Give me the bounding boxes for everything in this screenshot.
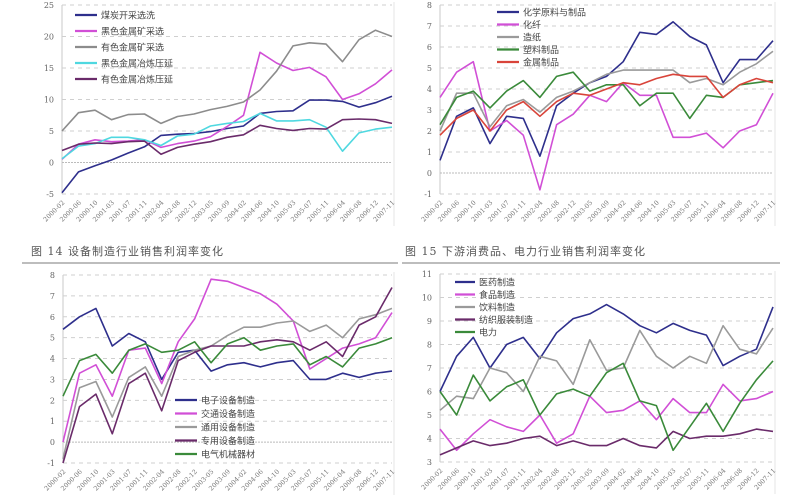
- y-tick-label: 2: [427, 127, 432, 136]
- y-tick-label: 9: [427, 317, 432, 326]
- y-tick-label: 3: [427, 106, 432, 115]
- series-line-1: [439, 60, 774, 191]
- y-tick-label: 8: [50, 271, 55, 280]
- chart-materials-panel: -1 0 1 2 3 4 5 6 7 8 2000-02 2000-06 2000-10 2001-03 2…: [400, 0, 800, 240]
- legend-label: 饮料制造: [479, 302, 515, 314]
- legend-label: 电气机械器材: [201, 449, 255, 461]
- y-tick-label: 5: [427, 411, 432, 420]
- legend-label: 化学原料与制品: [523, 7, 586, 19]
- legend-label: 医药制造: [479, 277, 515, 289]
- chart-mining-panel: -5 0 5 10 15 20 25 2000-02 2000-06 2000-10 2001-03…: [0, 0, 400, 240]
- legend-label: 交通设备制造: [201, 408, 255, 420]
- legend-label: 造纸: [523, 32, 541, 44]
- y-tick-label: 3: [427, 458, 432, 467]
- series-line-1: [439, 383, 774, 452]
- series-line-0: [62, 307, 393, 381]
- series-line-2: [439, 324, 774, 411]
- figure-14-caption: 图 14 设备制造行业销售利润率变化: [31, 245, 224, 258]
- y-tick-label: 3: [50, 375, 55, 384]
- chart-equipment: -10123456782000-022000-062000-102001-032…: [43, 271, 396, 495]
- legend-label: 黑色金属冶炼压延: [101, 58, 173, 70]
- series-line-4: [439, 360, 774, 452]
- series-line-3: [62, 287, 393, 464]
- y-tick-label: 7: [50, 292, 55, 301]
- y-tick-label: 6: [50, 313, 55, 322]
- series-line-4: [439, 73, 774, 136]
- y-tick-label: 4: [50, 355, 55, 364]
- y-tick-label: 20: [44, 33, 54, 42]
- y-tick-label: -5: [46, 190, 54, 199]
- series-line-0: [439, 303, 774, 392]
- series-line-2: [439, 50, 774, 132]
- legend-label: 有色金属冶炼压延: [101, 74, 173, 86]
- series-line-3: [439, 71, 774, 126]
- legend-label: 通用设备制造: [201, 422, 255, 434]
- legend-label: 有色金属矿采选: [101, 42, 164, 54]
- y-tick-label: 15: [44, 64, 54, 73]
- legend-label: 专用设备制造: [201, 435, 255, 447]
- chart-consumer: 345678910112000-022000-062000-102001-032…: [420, 270, 777, 494]
- y-tick-label: 7: [427, 364, 432, 373]
- y-tick-label: 1: [427, 148, 432, 157]
- caption-divider-right: [402, 262, 780, 264]
- chart-consumer-panel: 3 4 5 6 7 8 9 10 11 2000-02 2000-06 2000-10 2001-03 2…: [400, 0, 800, 500]
- y-tick-label: 5: [427, 64, 432, 73]
- figure-15-caption: 图 15 下游消费品、电力行业销售利润率变化: [405, 245, 646, 258]
- series-line-2: [62, 307, 393, 459]
- caption-divider-left: [22, 262, 398, 264]
- y-tick-label: -1: [47, 459, 55, 468]
- series-line-3: [439, 428, 774, 456]
- y-tick-label: 10: [44, 96, 54, 105]
- series-line-1: [61, 51, 393, 160]
- y-tick-label: 11: [422, 270, 432, 279]
- y-tick-label: 4: [427, 85, 432, 94]
- legend-label: 黑色金属矿采选: [101, 26, 164, 38]
- chart-equipment-panel: -1 0 1 2 3 4 5 6 7 8 2000-02 2000-06 2000-10 2001-03 2…: [43, 271, 396, 495]
- legend-label: 煤炭开采选洗: [101, 10, 155, 22]
- chart-materials: -10123456782000-022000-062000-102001-032…: [420, 1, 777, 226]
- y-tick-label: 8: [427, 341, 432, 350]
- chart-mining: -505101520252000-022000-062000-102001-03…: [42, 1, 396, 226]
- series-line-0: [61, 95, 393, 194]
- y-tick-label: 10: [422, 294, 432, 303]
- series-line-4: [62, 336, 393, 397]
- legend-label: 电子设备制造: [201, 395, 255, 407]
- series-line-3: [61, 112, 393, 160]
- legend-label: 电力: [479, 327, 497, 339]
- y-tick-label: 0: [427, 169, 432, 178]
- legend-label: 食品制造: [479, 289, 515, 301]
- legend-label: 纺织服装制造: [479, 314, 533, 326]
- y-tick-label: 0: [49, 159, 54, 168]
- y-tick-label: -1: [424, 190, 432, 199]
- y-tick-label: 5: [50, 334, 55, 343]
- y-tick-label: 6: [427, 43, 432, 52]
- series-line-0: [439, 20, 774, 161]
- legend-label: 金属制品: [523, 57, 559, 69]
- y-tick-label: 7: [427, 22, 432, 31]
- y-tick-label: 4: [427, 435, 432, 444]
- series-line-2: [61, 29, 393, 132]
- y-tick-label: 6: [427, 388, 432, 397]
- y-tick-label: 2: [50, 396, 55, 405]
- y-tick-label: 8: [427, 1, 432, 10]
- legend-label: 化纤: [523, 19, 541, 31]
- y-tick-label: 25: [44, 1, 54, 10]
- y-tick-label: 1: [50, 417, 55, 426]
- series-line-4: [61, 118, 393, 156]
- y-tick-label: 0: [50, 438, 55, 447]
- y-tick-label: 5: [49, 127, 54, 136]
- legend-label: 塑料制品: [523, 44, 559, 56]
